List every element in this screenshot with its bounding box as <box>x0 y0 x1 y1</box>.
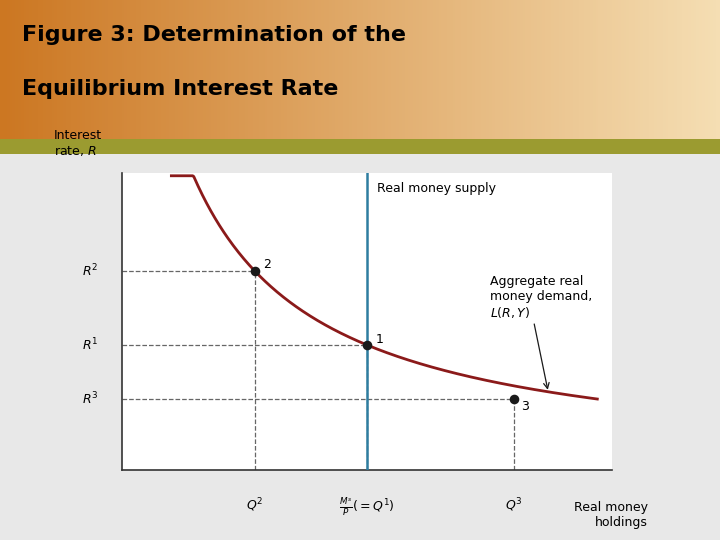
Text: $R^1$: $R^1$ <box>81 337 98 353</box>
Text: 3: 3 <box>521 400 529 414</box>
Text: $R^3$: $R^3$ <box>81 390 98 407</box>
Text: $R^2$: $R^2$ <box>82 262 98 279</box>
Text: 2: 2 <box>264 259 271 272</box>
Point <box>361 341 373 349</box>
Text: $Q^2$: $Q^2$ <box>246 497 264 514</box>
Point <box>508 394 520 403</box>
Text: Aggregate real
money demand,
$L(R,Y)$: Aggregate real money demand, $L(R,Y)$ <box>490 275 592 320</box>
Text: $\frac{M^s}{P}$$(= Q^1)$: $\frac{M^s}{P}$$(= Q^1)$ <box>339 497 395 518</box>
Text: Real money supply: Real money supply <box>377 181 496 195</box>
Text: $Q^3$: $Q^3$ <box>505 497 523 514</box>
Text: Interest
rate, $R$: Interest rate, $R$ <box>54 129 102 158</box>
Text: 1: 1 <box>376 333 384 346</box>
Text: Equilibrium Interest Rate: Equilibrium Interest Rate <box>22 79 338 99</box>
Text: Figure 3: Determination of the: Figure 3: Determination of the <box>22 25 405 45</box>
Point <box>249 266 261 275</box>
Text: Real money
holdings: Real money holdings <box>574 501 648 529</box>
